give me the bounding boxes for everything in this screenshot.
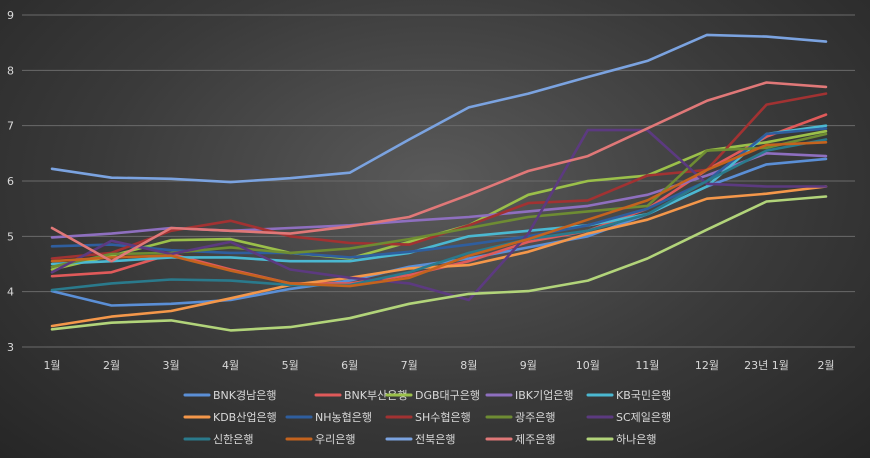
legend-label: 광주은행 xyxy=(515,411,555,424)
x-tick-label: 1월 xyxy=(43,359,60,372)
series-line-13 xyxy=(50,81,828,263)
legend-label: 우리은행 xyxy=(315,433,355,446)
legend-label: BNK부산은행 xyxy=(344,389,407,402)
legend-item-8[interactable]: 광주은행 xyxy=(485,411,555,424)
y-tick-label: 6 xyxy=(7,175,14,188)
series-line-11 xyxy=(50,141,828,288)
legend-item-2[interactable]: DGB대구은행 xyxy=(385,389,480,402)
legend-item-14[interactable]: 하나은행 xyxy=(586,432,656,446)
series-line-10 xyxy=(50,138,828,292)
x-tick-label: 23년 1월 xyxy=(744,359,789,372)
legend-label: BNK경남은행 xyxy=(213,389,276,402)
y-axis-ticks: 3 4 5 6 7 8 9 xyxy=(7,9,14,354)
x-tick-label: 9월 xyxy=(520,359,537,372)
legend-item-1[interactable]: BNK부산은행 xyxy=(314,389,407,402)
y-tick-label: 5 xyxy=(7,230,14,243)
legend-label: KDB산업은행 xyxy=(213,411,277,424)
y-tick-label: 4 xyxy=(7,286,14,299)
x-tick-label: 11월 xyxy=(635,359,659,372)
x-tick-label: 7월 xyxy=(401,359,418,372)
y-tick-label: 7 xyxy=(7,120,14,133)
x-tick-label: 5월 xyxy=(282,359,299,372)
gridlines xyxy=(22,14,855,348)
x-tick-label: 8월 xyxy=(460,359,477,372)
x-tick-label: 3월 xyxy=(163,359,180,372)
legend-item-5[interactable]: KDB산업은행 xyxy=(183,411,277,424)
legend-label: 신한은행 xyxy=(213,433,253,446)
legend-label: NH농협은행 xyxy=(315,411,372,424)
legend-item-6[interactable]: NH농협은행 xyxy=(285,411,372,424)
series-line-12 xyxy=(50,33,828,184)
x-tick-label: 2월 xyxy=(817,359,834,372)
legend-label: DGB대구은행 xyxy=(415,389,480,402)
y-tick-label: 8 xyxy=(7,64,14,77)
legend-item-4[interactable]: KB국민은행 xyxy=(586,389,671,402)
series-line-4 xyxy=(50,124,828,266)
x-tick-label: 6월 xyxy=(341,359,358,372)
y-tick-label: 9 xyxy=(7,9,14,22)
x-tick-label: 2월 xyxy=(103,359,120,372)
legend-item-3[interactable]: IBK기업은행 xyxy=(485,389,573,402)
legend-label: 하나은행 xyxy=(616,432,656,446)
y-tick-label: 3 xyxy=(7,341,14,354)
series-line-8 xyxy=(50,132,828,269)
series-lines xyxy=(50,33,828,332)
legend-label: KB국민은행 xyxy=(616,389,671,402)
legend-label: 제주은행 xyxy=(515,433,555,446)
x-tick-label: 12월 xyxy=(695,359,719,372)
series-line-6 xyxy=(50,127,828,259)
legend: BNK경남은행 BNK부산은행 DGB대구은행 IBK기업은행 KB국민은행 KDB산업은… xyxy=(183,389,671,446)
legend-item-12[interactable]: 전북은행 xyxy=(385,433,455,446)
legend-label: SH수협은행 xyxy=(415,411,471,424)
x-tick-label: 4월 xyxy=(222,359,239,372)
legend-item-0[interactable]: BNK경남은행 xyxy=(183,389,276,402)
x-axis-ticks: 1월 2월 3월 4월 5월 6월 7월 8월 9월 10월 11월 12월 23년 1월 2월 xyxy=(43,359,834,372)
legend-label: 전북은행 xyxy=(415,433,455,446)
legend-item-10[interactable]: 신한은행 xyxy=(183,433,253,446)
legend-item-9[interactable]: SC제일은행 xyxy=(586,410,671,424)
legend-item-11[interactable]: 우리은행 xyxy=(285,433,355,446)
legend-item-13[interactable]: 제주은행 xyxy=(485,433,555,446)
legend-label: SC제일은행 xyxy=(616,410,671,424)
legend-item-7[interactable]: SH수협은행 xyxy=(385,411,471,424)
series-line-14 xyxy=(50,195,828,332)
legend-label: IBK기업은행 xyxy=(515,389,573,402)
series-line-9 xyxy=(50,128,828,302)
x-tick-label: 10월 xyxy=(576,359,600,372)
